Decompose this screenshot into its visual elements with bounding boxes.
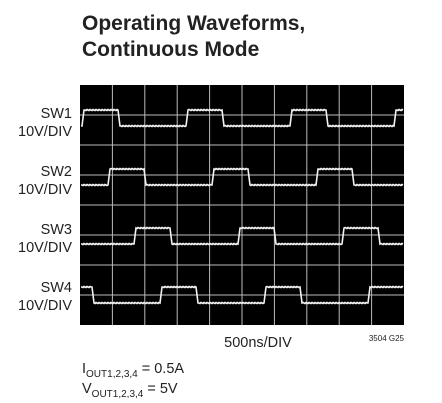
time-scale: 500ns/DIV xyxy=(224,335,292,351)
channel-scale: 10V/DIV xyxy=(18,240,72,256)
title-line: Continuous Mode xyxy=(82,38,259,61)
trace xyxy=(81,285,404,305)
channel-scale: 10V/DIV xyxy=(18,124,72,140)
trace xyxy=(81,167,404,187)
note-text: = 0.5A xyxy=(142,361,185,377)
channel-name: SW1 xyxy=(41,106,72,122)
note-symbol: V xyxy=(82,381,92,397)
trace xyxy=(81,108,404,128)
note-text: = 5V xyxy=(147,381,178,397)
channel-labels: SW1 10V/DIV SW2 10V/DIV SW3 10V/DIV SW4 10V/DIV xyxy=(18,106,72,314)
note-symbol: I xyxy=(82,361,86,377)
note: VOUT1,2,3,4 = 5V xyxy=(82,381,178,400)
trace xyxy=(81,226,404,246)
note-subscript: OUT1,2,3,4 xyxy=(86,369,138,380)
channel-scale: 10V/DIV xyxy=(18,298,72,314)
title-line: Operating Waveforms, xyxy=(82,12,305,35)
channel-name: SW4 xyxy=(41,280,72,296)
note-subscript: OUT1,2,3,4 xyxy=(92,389,144,400)
channel-name: SW3 xyxy=(41,222,72,238)
traces xyxy=(81,108,404,305)
channel-name: SW2 xyxy=(41,164,72,180)
figure-id: 3504 G25 xyxy=(369,334,405,343)
channel-scale: 10V/DIV xyxy=(18,182,72,198)
note: IOUT1,2,3,4 = 0.5A xyxy=(82,361,184,380)
